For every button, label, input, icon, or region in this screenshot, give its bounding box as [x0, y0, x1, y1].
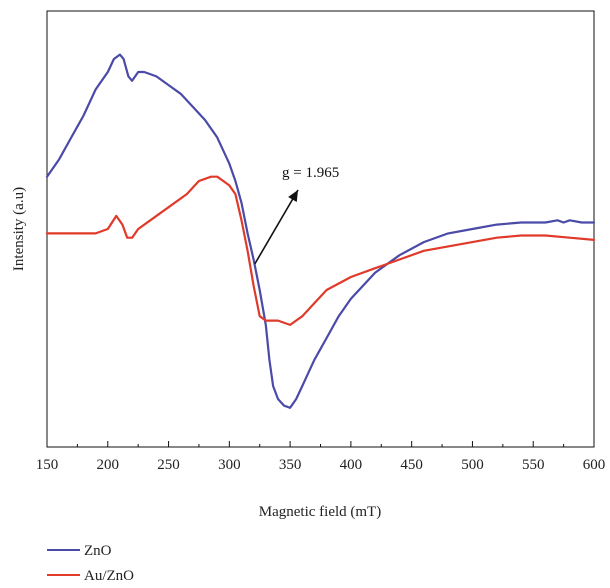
- x-tick-label: 500: [461, 457, 484, 473]
- y-axis-title: Intensity (a.u): [11, 187, 27, 271]
- annotation-arrow: [254, 189, 299, 265]
- legend-label-zno: ZnO: [84, 543, 112, 559]
- x-tick-label: 300: [218, 457, 241, 473]
- x-tick-label: 200: [97, 457, 120, 473]
- x-tick-label: 150: [36, 457, 59, 473]
- x-tick-label: 600: [583, 457, 606, 473]
- series-line-zno: [45, 53, 596, 409]
- series-layer: [45, 53, 596, 409]
- x-tick-label: 550: [522, 457, 545, 473]
- x-tick-label: 400: [340, 457, 363, 473]
- series-line-au-zno: [45, 175, 596, 326]
- legend-label-au-zno: Au/ZnO: [84, 568, 134, 584]
- g-factor-annotation: g = 1.965: [282, 165, 339, 181]
- legend: ZnO Au/ZnO: [47, 543, 134, 584]
- x-axis-ticks: 150 200 250 300 350 400 450 500 550 600: [36, 441, 606, 473]
- x-axis-title: Magnetic field (mT): [259, 504, 381, 520]
- annotation-layer: g = 1.965: [254, 165, 339, 265]
- x-tick-label: 250: [157, 457, 180, 473]
- x-tick-label: 350: [279, 457, 302, 473]
- annotation-arrowhead: [288, 190, 298, 203]
- x-tick-label: 450: [400, 457, 423, 473]
